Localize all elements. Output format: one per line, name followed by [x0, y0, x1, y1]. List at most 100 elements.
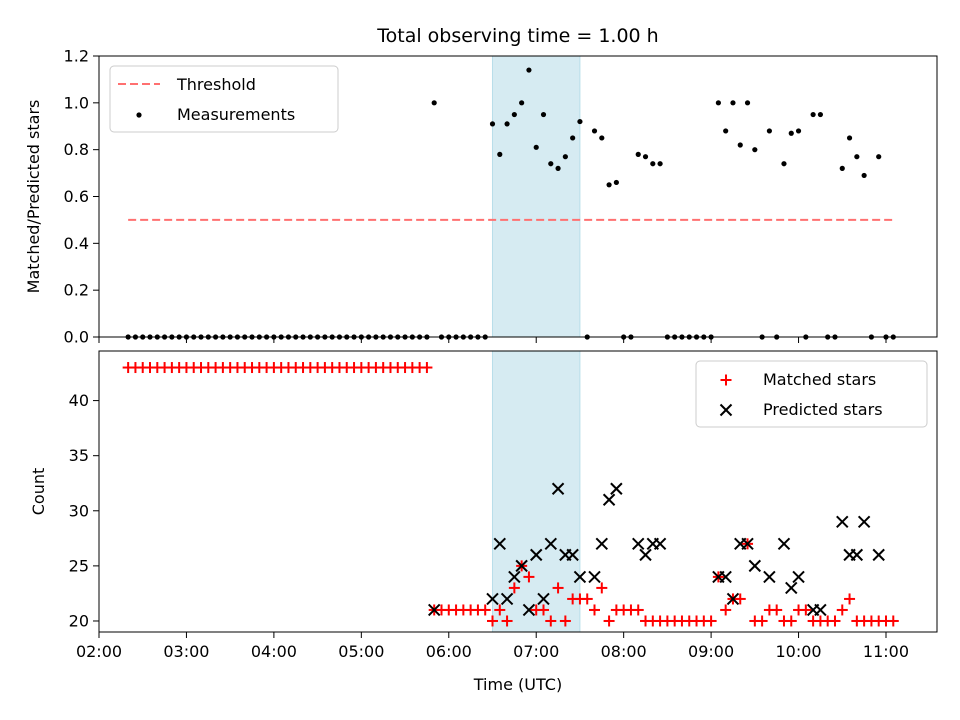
- y-tick-label: 1.2: [64, 47, 89, 66]
- marker-stroke: [763, 570, 776, 584]
- predicted-star-marker: [836, 515, 849, 529]
- observing-window-span: [491, 55, 581, 338]
- x-tick-label: 09:00: [688, 642, 734, 661]
- predicted-star-marker: [493, 537, 506, 551]
- measurement-point: [489, 121, 496, 127]
- measurement-point: [810, 111, 816, 118]
- measurement-point: [519, 100, 525, 106]
- matched-star-marker: [836, 604, 848, 616]
- predicted-star-marker: [573, 570, 587, 584]
- measurement-point: [431, 100, 437, 106]
- top-legend: Threshold Measurements: [109, 65, 339, 133]
- measurement-point: [795, 128, 802, 134]
- y-tick-label: 1.0: [64, 93, 89, 112]
- x-tick-label: 06:00: [426, 642, 472, 661]
- matched-star-marker: [552, 582, 564, 594]
- marker-stroke: [814, 603, 827, 617]
- measurement-point: [562, 154, 568, 160]
- bottom-legend: Matched stars Predicted stars: [695, 360, 928, 428]
- marker-stroke: [508, 570, 521, 584]
- measurement-point: [540, 111, 547, 118]
- matched-star-marker: [486, 615, 498, 627]
- x-tick-label: 07:00: [513, 642, 559, 661]
- measurement-point: [606, 182, 612, 188]
- predicted-star-marker: [427, 603, 441, 617]
- matched-star-marker: [581, 593, 593, 605]
- y-tick-label: 0.0: [64, 328, 89, 347]
- marker-stroke: [792, 570, 805, 584]
- predicted-star-marker: [726, 592, 740, 606]
- marker-stroke: [588, 570, 601, 584]
- measurement-point: [650, 161, 656, 167]
- marker-stroke: [551, 482, 565, 495]
- predicted-star-marker: [500, 592, 514, 606]
- predicted-star-marker: [748, 559, 762, 573]
- measurement-point: [781, 161, 787, 167]
- predicted-star-marker: [522, 603, 536, 617]
- measurement-point: [723, 128, 729, 134]
- marker-stroke: [595, 537, 609, 551]
- measurement-point: [788, 130, 794, 136]
- y-tick-label: 0.2: [64, 281, 89, 300]
- predicted-star-marker: [785, 581, 798, 595]
- measurement-point: [642, 154, 649, 160]
- predicted-star-marker: [792, 570, 805, 584]
- measurement-point: [526, 67, 532, 73]
- marker-stroke: [777, 537, 791, 551]
- marker-stroke: [486, 592, 499, 606]
- marker-stroke: [639, 548, 652, 562]
- predicted-star-marker: [639, 548, 652, 562]
- marker-stroke: [573, 570, 587, 584]
- x-axis-label: Time (UTC): [473, 675, 562, 694]
- matched-star-marker: [523, 571, 535, 583]
- predicted-star-marker: [814, 603, 827, 617]
- marker-stroke: [522, 603, 536, 617]
- measurement-point: [511, 111, 517, 118]
- measurement-point: [555, 165, 561, 171]
- measurement-point: [876, 154, 882, 160]
- matched-star-marker: [756, 615, 768, 627]
- matched-star-marker: [596, 582, 608, 594]
- matched-star-marker: [538, 604, 550, 616]
- chart-title: Total observing time = 1.00 h: [376, 25, 658, 47]
- predicted-star-marker: [566, 548, 579, 562]
- y-tick-label: 25: [69, 556, 89, 575]
- bottom-axes-frame: [98, 350, 938, 633]
- marker-stroke: [500, 592, 514, 606]
- predicted-star-marker: [857, 515, 871, 529]
- legend-measurements-label: Measurements: [177, 105, 295, 124]
- measurement-point: [613, 179, 619, 186]
- marker-stroke: [872, 548, 885, 562]
- matched-star-marker: [479, 604, 491, 616]
- marker-stroke: [719, 570, 732, 584]
- matched-star-marker: [705, 615, 717, 627]
- matched-star-marker: [421, 362, 433, 374]
- marker-stroke: [836, 515, 849, 529]
- legend-matched-label: Matched stars: [763, 370, 876, 389]
- top-axes-frame: [98, 55, 938, 338]
- predicted-star-marker: [486, 592, 499, 606]
- marker-stroke: [748, 559, 762, 573]
- matched-star-marker: [589, 604, 601, 616]
- predicted-star-marker: [508, 570, 521, 584]
- measurement-point: [752, 147, 758, 153]
- bottom-panel: 20 25 30 35 40 02:00 03:00 04:00 05:00 06:00 07:00…: [29, 350, 938, 694]
- x-tick-label: 05:00: [338, 642, 384, 661]
- legend-box: [109, 65, 339, 133]
- measurement-point: [657, 161, 663, 167]
- y-tick-label: 30: [69, 501, 89, 520]
- matched-star-marker: [559, 615, 571, 627]
- predicted-star-marker: [602, 493, 616, 506]
- matched-star-marker: [734, 593, 746, 605]
- measurement-point: [817, 111, 824, 118]
- measurement-point: [635, 151, 641, 157]
- marker-stroke: [602, 493, 616, 506]
- predicted-star-marker: [537, 592, 550, 606]
- matched-star-marker: [603, 615, 615, 627]
- measurement-point: [591, 128, 598, 134]
- predicted-star-marker: [515, 559, 528, 573]
- marker-stroke: [610, 482, 623, 495]
- measurement-point: [577, 118, 583, 125]
- predicted-star-marker: [850, 548, 864, 562]
